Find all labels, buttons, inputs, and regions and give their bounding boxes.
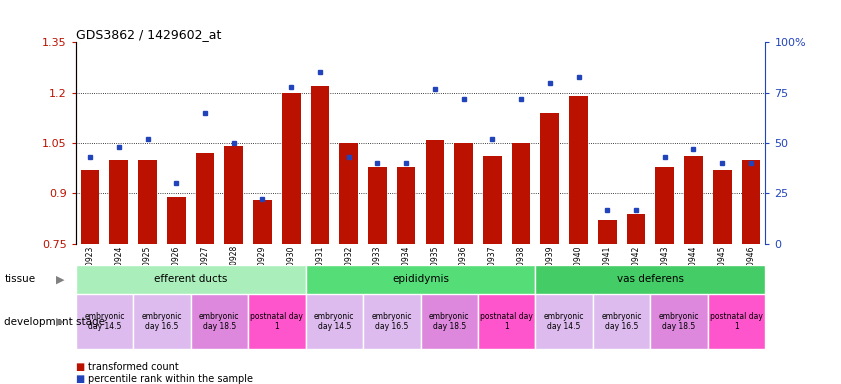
Text: postnatal day
1: postnatal day 1 [710,312,763,331]
Text: percentile rank within the sample: percentile rank within the sample [88,374,253,384]
Bar [76,265,305,294]
Bar [196,153,214,244]
Bar [593,294,650,349]
Text: development stage: development stage [4,316,105,327]
Bar [282,93,300,244]
Bar [536,265,765,294]
Bar [420,294,478,349]
Bar [426,140,444,244]
Text: efferent ducts: efferent ducts [154,274,227,285]
Bar [81,170,99,244]
Bar [742,160,760,244]
Text: ▶: ▶ [56,274,65,285]
Bar [483,157,502,244]
Text: transformed count: transformed count [88,362,179,372]
Text: postnatal day
1: postnatal day 1 [480,312,533,331]
Bar [133,294,191,349]
Bar [397,167,415,244]
Text: vas deferens: vas deferens [616,274,684,285]
Bar [627,214,645,244]
Bar [655,167,674,244]
Text: ▶: ▶ [56,316,65,327]
Text: tissue: tissue [4,274,35,285]
Bar [109,160,128,244]
Bar [454,143,473,244]
Text: ■: ■ [76,362,84,372]
Text: ■: ■ [76,374,84,384]
Bar [541,113,559,244]
Text: GDS3862 / 1429602_at: GDS3862 / 1429602_at [76,28,221,41]
Text: embryonic
day 16.5: embryonic day 16.5 [372,312,412,331]
Bar [368,167,387,244]
Bar [310,86,330,244]
Bar [569,96,588,244]
Bar [167,197,186,244]
Bar [305,265,536,294]
Text: embryonic
day 18.5: embryonic day 18.5 [199,312,240,331]
Text: embryonic
day 14.5: embryonic day 14.5 [544,312,584,331]
Text: embryonic
day 18.5: embryonic day 18.5 [659,312,700,331]
Bar [76,294,133,349]
Bar [339,143,358,244]
Bar [536,294,593,349]
Bar [684,157,703,244]
Bar [191,294,248,349]
Bar [598,220,616,244]
Text: embryonic
day 16.5: embryonic day 16.5 [141,312,182,331]
Bar [363,294,420,349]
Text: embryonic
day 14.5: embryonic day 14.5 [84,312,124,331]
Text: embryonic
day 16.5: embryonic day 16.5 [601,312,642,331]
Bar [305,294,363,349]
Text: embryonic
day 14.5: embryonic day 14.5 [314,312,355,331]
Bar [650,294,708,349]
Bar [248,294,305,349]
Bar [511,143,531,244]
Bar [713,170,732,244]
Text: epididymis: epididymis [392,274,449,285]
Bar [708,294,765,349]
Bar [138,160,157,244]
Bar [253,200,272,244]
Text: embryonic
day 18.5: embryonic day 18.5 [429,312,469,331]
Bar [225,146,243,244]
Bar [478,294,536,349]
Text: postnatal day
1: postnatal day 1 [251,312,304,331]
